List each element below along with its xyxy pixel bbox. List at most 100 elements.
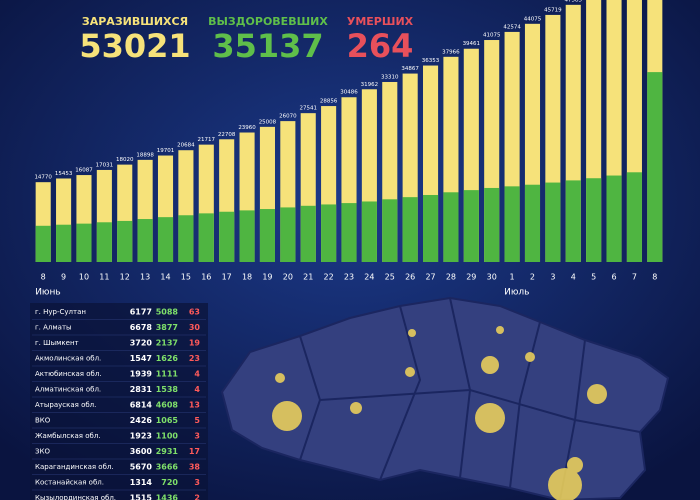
x-tick-label: 30 [487, 273, 497, 282]
table-number: 13 [189, 401, 200, 410]
summary-label: ВЫЗДОРОВЕВШИХ [208, 15, 328, 28]
bar [463, 190, 479, 262]
x-tick-label: 9 [61, 273, 66, 282]
x-tick-label: 4 [571, 273, 576, 282]
table-number: 3 [194, 478, 200, 487]
table-number: 1100 [156, 432, 179, 441]
x-tick-label: 13 [140, 273, 150, 282]
value-label: 14770 [34, 175, 52, 181]
table-number: 1515 [130, 494, 153, 500]
summary-value: 35137 [212, 27, 323, 65]
table-number: 3600 [130, 447, 153, 456]
value-label: 42574 [503, 24, 521, 30]
table-number: 1547 [130, 354, 152, 363]
bar [626, 172, 642, 262]
bar [56, 224, 72, 262]
table-number: 1923 [130, 432, 152, 441]
value-label: 15453 [55, 171, 73, 177]
table-number: 30 [189, 323, 201, 332]
x-tick-label: 28 [446, 273, 456, 282]
value-label: 26070 [279, 114, 297, 120]
table-number: 17 [189, 447, 200, 456]
value-label: 45719 [544, 7, 562, 13]
table-number: 3666 [156, 463, 179, 472]
bar [321, 204, 337, 262]
table-number: 19 [189, 339, 201, 348]
region-name: г. Шымкент [35, 339, 79, 347]
table-number: 5670 [130, 463, 153, 472]
region-name: ВКО [35, 417, 51, 425]
value-label: 39461 [463, 41, 481, 47]
table-number: 4 [194, 385, 200, 394]
bar [239, 210, 255, 262]
x-tick-label: 26 [405, 273, 415, 282]
table-number: 1314 [130, 478, 153, 487]
x-tick-label: 2 [530, 273, 535, 282]
table-number: 6678 [130, 323, 153, 332]
value-label: 36353 [422, 58, 440, 64]
bar [443, 192, 459, 262]
x-tick-label: 14 [160, 273, 170, 282]
table-number: 5 [194, 416, 200, 425]
x-tick-label: 18 [242, 273, 252, 282]
table-number: 23 [189, 354, 200, 363]
summary-label: УМЕРШИХ [347, 15, 414, 28]
value-label: 34867 [401, 66, 419, 72]
summary-value: 53021 [79, 27, 190, 65]
table-number: 38 [189, 463, 201, 472]
table-number: 2426 [130, 416, 153, 425]
table-number: 2137 [156, 339, 178, 348]
value-label: 25008 [259, 119, 277, 125]
month-label: Июнь [35, 288, 61, 298]
value-label: 44075 [524, 16, 542, 22]
bar [341, 203, 357, 262]
table-number: 4608 [156, 401, 179, 410]
x-tick-label: 17 [222, 273, 232, 282]
table-number: 3720 [130, 339, 153, 348]
bar [484, 187, 500, 262]
value-label: 17031 [96, 162, 114, 168]
value-label: 23960 [238, 125, 256, 131]
region-name: Алматинская обл. [35, 386, 101, 394]
table-number: 3877 [156, 323, 178, 332]
x-tick-label: 8 [41, 273, 46, 282]
x-tick-label: 10 [79, 273, 89, 282]
table-number: 2831 [130, 385, 153, 394]
table-number: 1065 [156, 416, 179, 425]
value-label: 37966 [442, 49, 460, 55]
table-number: 1626 [156, 354, 179, 363]
region-name: Актюбинская обл. [35, 370, 102, 378]
x-tick-label: 20 [283, 273, 293, 282]
bar [157, 217, 174, 262]
summary-value: 264 [347, 27, 414, 65]
bar [504, 186, 520, 262]
x-tick-label: 12 [120, 273, 130, 282]
value-label: 27541 [299, 106, 317, 112]
x-tick-label: 27 [425, 273, 435, 282]
x-tick-label: 5 [591, 273, 596, 282]
table-number: 5088 [156, 308, 179, 317]
table-number: 1538 [156, 385, 179, 394]
table-number: 1436 [156, 494, 179, 500]
x-tick-label: 3 [550, 273, 555, 282]
bar [96, 222, 112, 262]
table-number: 1939 [130, 370, 153, 379]
bar [198, 213, 214, 262]
x-tick-label: 7 [632, 273, 637, 282]
map [220, 296, 670, 500]
table-number: 720 [161, 478, 178, 487]
x-tick-label: 16 [201, 273, 211, 282]
table-number: 1111 [156, 370, 179, 379]
x-tick-label: 25 [385, 273, 395, 282]
value-label: 33310 [381, 74, 399, 80]
x-tick-label: 19 [262, 273, 272, 282]
table-number: 6814 [130, 401, 153, 410]
value-label: 18020 [116, 157, 134, 163]
region-name: Атырауская обл. [35, 401, 96, 409]
x-tick-label: 8 [652, 273, 657, 282]
table-number: 4 [194, 370, 200, 379]
table-number: 6177 [130, 308, 152, 317]
value-label: 22708 [218, 132, 236, 138]
bar [382, 199, 398, 262]
